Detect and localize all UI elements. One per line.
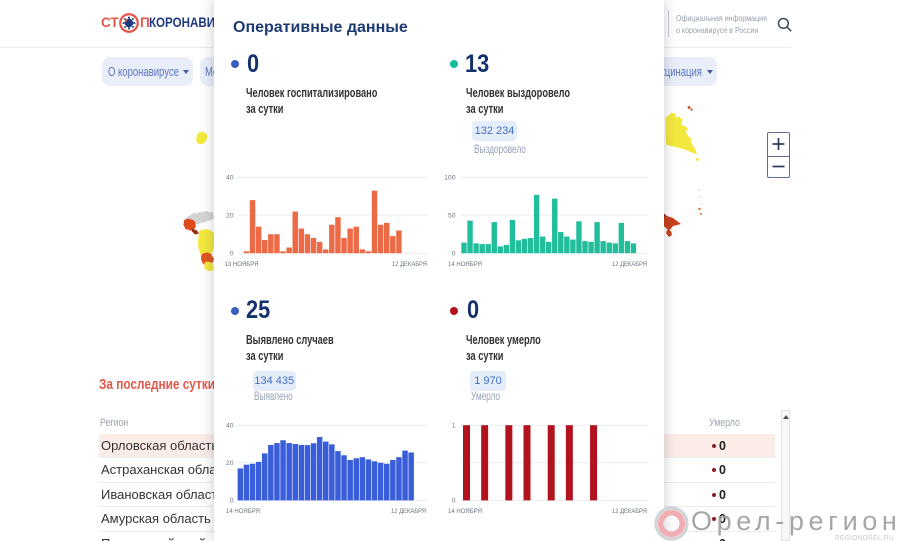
svg-text:100: 100 — [444, 175, 456, 182]
svg-text:12 ДЕКАБРЯ: 12 ДЕКАБРЯ — [391, 508, 426, 515]
svg-text:14 НОЯБРЯ: 14 НОЯБРЯ — [226, 508, 260, 515]
svg-text:50: 50 — [448, 213, 456, 220]
svg-text:13 НОЯБРЯ: 13 НОЯБРЯ — [225, 261, 259, 268]
svg-text:1: 1 — [452, 423, 456, 430]
svg-text:0: 0 — [452, 498, 456, 505]
svg-text:40: 40 — [226, 423, 234, 430]
svg-text:0: 0 — [452, 251, 456, 258]
svg-text:12 ДЕКАБРЯ: 12 ДЕКАБРЯ — [612, 261, 647, 268]
svg-text:20: 20 — [226, 460, 234, 467]
svg-text:14 НОЯБРЯ: 14 НОЯБРЯ — [448, 261, 482, 268]
svg-text:14 НОЯБРЯ: 14 НОЯБРЯ — [448, 508, 482, 515]
svg-text:40: 40 — [226, 175, 234, 182]
svg-text:0: 0 — [230, 498, 234, 505]
svg-text:12 ДЕКАБРЯ: 12 ДЕКАБРЯ — [612, 508, 647, 515]
svg-text:0: 0 — [230, 251, 234, 258]
svg-text:20: 20 — [226, 213, 234, 220]
svg-text:12 ДЕКАБРЯ: 12 ДЕКАБРЯ — [392, 261, 427, 268]
